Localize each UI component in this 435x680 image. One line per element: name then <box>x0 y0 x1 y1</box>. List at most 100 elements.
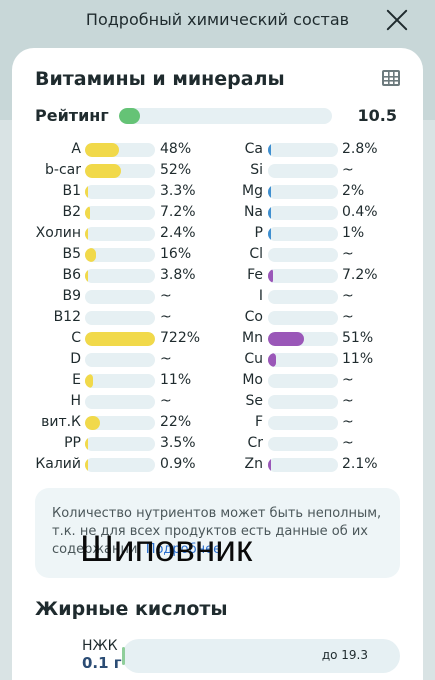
nutrient-row: C 722% <box>12 329 423 349</box>
nutrient-bar <box>268 185 338 199</box>
nutrient-value: ~ <box>342 435 354 451</box>
nutrient-value: ~ <box>342 372 354 388</box>
fatty-acid-label: НЖК <box>82 638 118 654</box>
nutrient-bar <box>268 206 338 220</box>
nutrient-bar-fill <box>268 206 271 220</box>
more-link[interactable]: Подробнее <box>145 542 222 557</box>
fatty-acid-value: 0.1 г <box>82 654 122 672</box>
nutrient-row: Ca 2.8% <box>12 140 423 160</box>
nutrient-value: 2.1% <box>342 456 378 472</box>
nutrient-bar <box>268 353 338 367</box>
nutrient-name: Cr <box>247 435 263 451</box>
nutrient-bar <box>268 395 338 409</box>
info-note-body: Количество нутриентов может быть неполны… <box>52 506 382 557</box>
nutrient-row: Se ~ <box>12 392 423 412</box>
nutrient-bar <box>85 269 155 283</box>
composition-sheet: Витамины и минералы Рейтинг 10.5 A 48% b-c… <box>12 48 423 680</box>
nutrient-bar <box>268 290 338 304</box>
nutrient-value: ~ <box>160 351 172 367</box>
nutrient-name: Zn <box>244 456 263 472</box>
nutrient-value: ~ <box>160 309 172 325</box>
nutrient-name: B9 <box>62 288 81 304</box>
nutrient-value: 11% <box>160 372 192 388</box>
nutrient-bar-fill <box>268 227 271 241</box>
nutrient-name: Холин <box>35 225 81 241</box>
nutrient-value: 0.9% <box>160 456 196 472</box>
nutrient-row: Si ~ <box>12 161 423 181</box>
nutrient-name: B12 <box>53 309 81 325</box>
table-view-icon[interactable] <box>382 70 400 86</box>
nutrient-name: вит.К <box>41 414 81 430</box>
nutrient-bar <box>85 164 155 178</box>
nutrient-row: Na 0.4% <box>12 203 423 223</box>
nutrient-row: H ~ <box>12 392 423 412</box>
nutrient-row: Mn 51% <box>12 329 423 349</box>
nutrient-bar <box>85 332 155 346</box>
nutrient-row: P 1% <box>12 224 423 244</box>
nutrient-value: 7.2% <box>160 204 196 220</box>
nutrient-bar-fill <box>85 332 155 346</box>
nutrient-row: Co ~ <box>12 308 423 328</box>
nutrient-bar <box>85 416 155 430</box>
nutrient-row: Cr ~ <box>12 434 423 454</box>
nutrient-row: Mo ~ <box>12 371 423 391</box>
nutrient-bar <box>85 227 155 241</box>
modal-title: Подробный химический состав <box>85 10 350 29</box>
nutrient-bar-fill <box>85 416 101 430</box>
nutrient-row: PP 3.5% <box>12 434 423 454</box>
nutrient-bar <box>268 311 338 325</box>
nutrient-value: 11% <box>342 351 374 367</box>
nutrient-row: B6 3.8% <box>12 266 423 286</box>
nutrient-bar <box>268 437 338 451</box>
nutrient-bar-fill <box>268 269 274 283</box>
rating-bar-fill <box>119 108 141 124</box>
nutrient-name: A <box>71 141 81 157</box>
nutrient-row: Холин 2.4% <box>12 224 423 244</box>
nutrient-bar <box>85 437 155 451</box>
fatty-acid-bar-fill <box>122 647 125 665</box>
nutrient-bar-fill <box>85 374 93 388</box>
nutrient-value: 52% <box>160 162 192 178</box>
nutrient-name: Mn <box>242 330 263 346</box>
nutrient-bar-fill <box>268 185 271 199</box>
nutrient-value: ~ <box>342 246 354 262</box>
nutrient-value: ~ <box>342 162 354 178</box>
nutrient-value: 51% <box>342 330 374 346</box>
nutrient-name: P <box>254 225 263 241</box>
nutrient-row: Mg 2% <box>12 182 423 202</box>
rating-label: Рейтинг <box>35 106 109 125</box>
nutrient-value: 1% <box>342 225 365 241</box>
nutrient-row: Калий 0.9% <box>12 455 423 475</box>
nutrient-bar-fill <box>268 143 271 157</box>
nutrient-value: 3.8% <box>160 267 196 283</box>
nutrient-bar <box>85 353 155 367</box>
nutrient-name: Co <box>244 309 263 325</box>
nutrient-row: B5 16% <box>12 245 423 265</box>
nutrient-name: Cl <box>249 246 263 262</box>
nutrient-row: Zn 2.1% <box>12 455 423 475</box>
fatty-acid-bar: до 19.3 <box>122 639 400 673</box>
nutrient-bar <box>85 458 155 472</box>
nutrient-row: Cu 11% <box>12 350 423 370</box>
nutrient-bar <box>85 311 155 325</box>
nutrient-name: Mo <box>242 372 263 388</box>
nutrient-value: ~ <box>342 288 354 304</box>
nutrient-row: вит.К 22% <box>12 413 423 433</box>
nutrient-bar <box>268 164 338 178</box>
nutrient-value: 7.2% <box>342 267 378 283</box>
nutrient-value: 16% <box>160 246 192 262</box>
nutrient-bar <box>268 458 338 472</box>
nutrient-bar-fill <box>85 269 88 283</box>
nutrient-value: ~ <box>342 309 354 325</box>
nutrient-value: ~ <box>160 288 172 304</box>
nutrient-bar <box>85 143 155 157</box>
nutrient-row: I ~ <box>12 287 423 307</box>
nutrient-bar <box>268 269 338 283</box>
nutrient-value: 722% <box>160 330 201 346</box>
nutrient-bar-fill <box>268 353 276 367</box>
nutrient-value: 2.8% <box>342 141 378 157</box>
close-icon[interactable] <box>385 8 409 32</box>
nutrient-bar <box>268 227 338 241</box>
nutrient-value: 3.5% <box>160 435 196 451</box>
nutrient-name: B2 <box>62 204 81 220</box>
